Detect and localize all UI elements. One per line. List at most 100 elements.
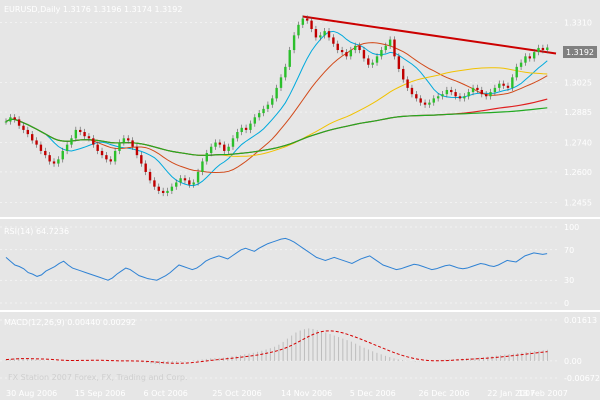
current-price-label: 1.3192 — [566, 48, 594, 57]
candle-body — [92, 138, 95, 145]
candle-body — [74, 129, 78, 139]
candle-body — [113, 150, 117, 162]
candle-body — [135, 146, 139, 156]
candle-body — [406, 79, 409, 88]
date-tick-2: 6 Oct 2006 — [144, 389, 188, 398]
candle-body — [196, 171, 200, 183]
candle-body — [345, 52, 348, 57]
candle-body — [22, 125, 25, 130]
current-price-tag — [563, 46, 597, 58]
candle-body — [332, 37, 335, 44]
macd-tick-1: 0.00 — [564, 357, 582, 366]
candle-body — [227, 146, 230, 151]
candle-body — [52, 161, 56, 164]
candle-body — [214, 142, 217, 147]
candle-body — [13, 117, 16, 120]
candle-body — [493, 87, 497, 93]
rsi-grid — [0, 226, 560, 304]
candle-body — [83, 132, 86, 137]
candle-body — [537, 47, 540, 53]
candle-body — [253, 117, 257, 124]
candle-body — [515, 66, 518, 78]
candle-body — [105, 155, 108, 160]
date-tick-4: 14 Nov 2006 — [281, 389, 332, 398]
moving-average-200 — [5, 107, 548, 156]
candle-body — [131, 140, 134, 147]
candle-body — [148, 171, 152, 181]
candle-body — [423, 102, 427, 105]
date-tick-0: 30 Aug 2006 — [6, 389, 57, 398]
candle-body — [384, 45, 387, 51]
candle-body — [262, 108, 265, 114]
candle-body — [428, 102, 431, 105]
macd-title: MACD(12,26,9) 0.00440 0.00292 — [4, 318, 136, 327]
candle-body — [236, 132, 239, 139]
candle-body — [367, 58, 370, 65]
candle-body — [70, 138, 73, 145]
rsi-title: RSI(14) 64.7236 — [4, 227, 69, 236]
candle-body — [275, 87, 278, 99]
price-title: EURUSD,Daily 1.3176 1.3196 1.3174 1.3192 — [4, 5, 183, 14]
macd-tick-2: -0.00672 — [564, 374, 600, 383]
candle-body — [61, 150, 64, 160]
date-tick-3: 25 Oct 2006 — [212, 389, 261, 398]
candle-body — [65, 144, 69, 151]
candle-body — [144, 163, 147, 172]
candle-body — [231, 138, 235, 147]
candle-body — [524, 56, 527, 63]
candle-body — [463, 96, 466, 99]
candle-body — [87, 136, 91, 139]
candle-body — [402, 68, 405, 80]
candle-body — [166, 190, 169, 193]
candle-body — [79, 129, 82, 133]
candle-body — [541, 47, 545, 51]
candle-body — [26, 129, 30, 135]
candle-body — [109, 159, 112, 162]
macd-signal-line — [5, 330, 548, 364]
candle-body — [498, 83, 501, 88]
watermark: FX Station 2007 Forex, FX, Trading and C… — [8, 373, 187, 382]
candle-body — [223, 144, 226, 151]
date-axis-labels: 30 Aug 2006 15 Sep 2006 6 Oct 2006 25 Oct 2… — [6, 389, 568, 398]
candle-body — [397, 56, 401, 69]
candle-body — [297, 24, 300, 36]
date-tick-5: 5 Dec 2006 — [350, 389, 396, 398]
candle-body — [179, 178, 182, 183]
rsi-axis-labels: 100 70 30 0 — [564, 223, 579, 308]
candle-body — [375, 56, 379, 63]
candle-body — [249, 123, 252, 130]
price-overlays — [5, 15, 557, 187]
candle-body — [257, 113, 261, 118]
candle-body — [467, 92, 470, 97]
candle-body — [153, 180, 156, 187]
candle-body — [336, 43, 339, 51]
price-panel — [0, 0, 560, 215]
candle-body — [118, 142, 121, 151]
candle-body — [388, 39, 392, 46]
candle-body — [489, 92, 492, 97]
candle-body — [305, 18, 309, 21]
price-tick-5: 1.2455 — [564, 198, 592, 207]
macd-grid — [0, 319, 560, 379]
price-tick-3: 1.2740 — [564, 139, 592, 148]
candle-body — [4, 121, 8, 123]
candle-body — [314, 29, 318, 38]
price-tick-0: 1.3310 — [564, 19, 592, 28]
candle-body — [240, 127, 243, 133]
candle-body — [458, 96, 462, 99]
candle-body — [279, 77, 283, 88]
candle-body — [122, 138, 126, 143]
candle-body — [445, 89, 449, 95]
candle-body — [319, 35, 322, 38]
date-tick-6: 26 Dec 2006 — [419, 389, 470, 398]
candle-body — [244, 127, 248, 130]
candle-body — [44, 150, 47, 156]
candle-body — [502, 83, 505, 86]
candle-body — [288, 50, 291, 67]
price-tick-1: 1.3025 — [564, 79, 592, 88]
candle-body — [188, 180, 191, 185]
candle-body — [410, 87, 414, 95]
candle-body — [157, 186, 160, 191]
